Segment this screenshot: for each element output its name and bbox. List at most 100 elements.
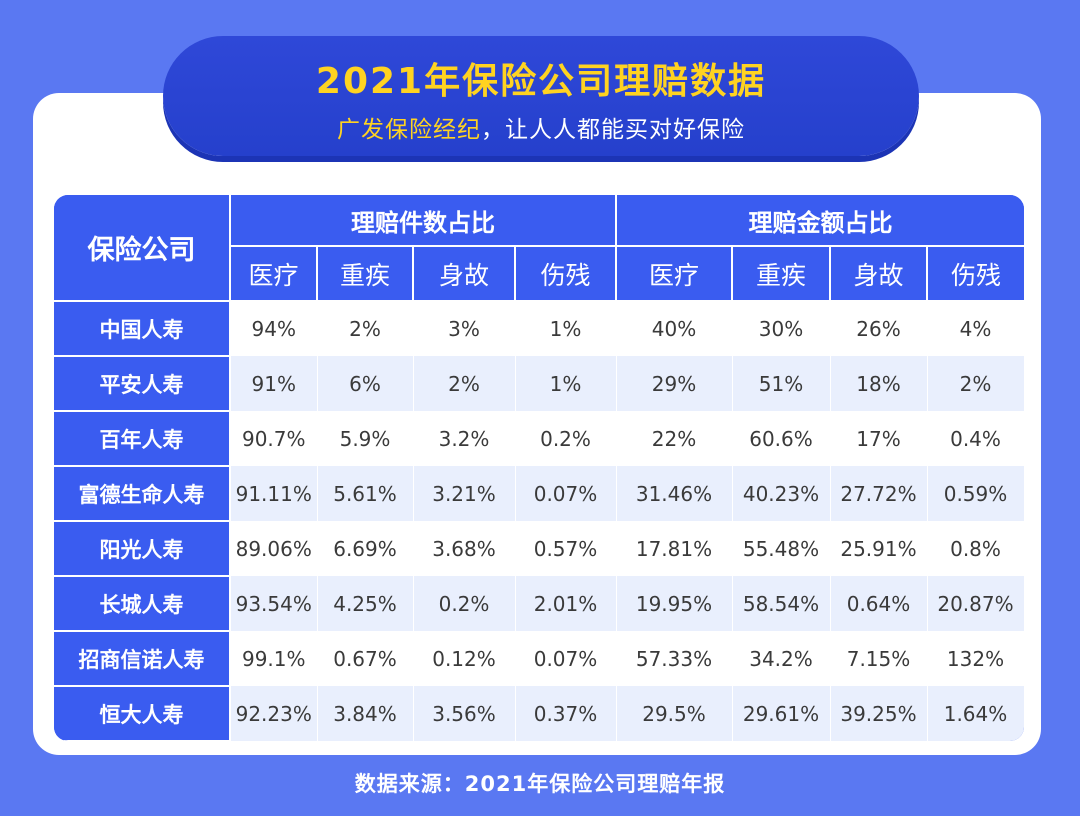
- percentage-cell: 0.37%: [515, 686, 617, 741]
- table-header: 保险公司 理赔件数占比 理赔金额占比 医疗 重疾 身故 伤残 医疗 重疾 身故 伤残: [54, 195, 1024, 302]
- percentage-cell: 57.33%: [616, 631, 733, 686]
- percentage-cell: 17%: [830, 411, 928, 466]
- percentage-cell: 0.12%: [413, 631, 516, 686]
- percentage-cell: 91%: [230, 356, 318, 411]
- percentage-cell: 0.8%: [927, 521, 1024, 576]
- subtitle-brand: 广发保险经纪: [337, 117, 481, 143]
- percentage-cell: 3.68%: [413, 521, 516, 576]
- company-name-cell: 长城人寿: [54, 576, 231, 632]
- percentage-cell: 34.2%: [732, 631, 831, 686]
- company-name-cell: 平安人寿: [54, 356, 231, 412]
- percentage-cell: 0.57%: [515, 521, 617, 576]
- percentage-cell: 93.54%: [230, 576, 318, 631]
- percentage-cell: 132%: [927, 631, 1024, 686]
- title-banner: 2021年保险公司理赔数据 广发保险经纪，让人人都能买对好保险: [163, 36, 919, 156]
- percentage-cell: 0.2%: [413, 576, 516, 631]
- percentage-cell: 31.46%: [616, 466, 733, 521]
- percentage-cell: 3%: [413, 301, 516, 356]
- percentage-cell: 94%: [230, 301, 318, 356]
- percentage-cell: 0.4%: [927, 411, 1024, 466]
- percentage-cell: 55.48%: [732, 521, 831, 576]
- percentage-cell: 6%: [317, 356, 414, 411]
- percentage-cell: 1%: [515, 301, 617, 356]
- percentage-cell: 3.21%: [413, 466, 516, 521]
- percentage-cell: 3.56%: [413, 686, 516, 741]
- company-name-cell: 百年人寿: [54, 411, 231, 467]
- table-row: 阳光人寿 89.06% 6.69% 3.68% 0.57% 17.81% 55.48% 25.…: [54, 521, 1024, 577]
- percentage-cell: 6.69%: [317, 521, 414, 576]
- percentage-cell: 60.6%: [732, 411, 831, 466]
- company-name-cell: 招商信诺人寿: [54, 631, 231, 687]
- table-row: 恒大人寿 92.23% 3.84% 3.56% 0.37% 29.5% 29.61% 39.2…: [54, 686, 1024, 741]
- percentage-cell: 17.81%: [616, 521, 733, 576]
- percentage-cell: 99.1%: [230, 631, 318, 686]
- page-title: 2021年保险公司理赔数据: [315, 61, 767, 102]
- company-column-header: 保险公司: [54, 195, 231, 302]
- table-row: 百年人寿 90.7% 5.9% 3.2% 0.2% 22% 60.6% 17% 0.4%: [54, 411, 1024, 467]
- percentage-cell: 29%: [616, 356, 733, 411]
- percentage-cell: 0.59%: [927, 466, 1024, 521]
- percentage-cell: 26%: [830, 301, 928, 356]
- subheader-cell: 医疗: [230, 246, 318, 302]
- percentage-cell: 19.95%: [616, 576, 733, 631]
- claim-amount-group-header: 理赔金额占比: [616, 195, 1024, 247]
- percentage-cell: 25.91%: [830, 521, 928, 576]
- percentage-cell: 29.5%: [616, 686, 733, 741]
- table-body: 中国人寿 94% 2% 3% 1% 40% 30% 26% 4% 平安人寿 91% 6% 2% 1% 29%…: [54, 301, 1024, 741]
- subheader-cell: 伤残: [927, 246, 1024, 302]
- percentage-cell: 0.67%: [317, 631, 414, 686]
- percentage-cell: 40.23%: [732, 466, 831, 521]
- percentage-cell: 7.15%: [830, 631, 928, 686]
- percentage-cell: 91.11%: [230, 466, 318, 521]
- percentage-cell: 18%: [830, 356, 928, 411]
- claims-table-container: 保险公司 理赔件数占比 理赔金额占比 医疗 重疾 身故 伤残 医疗 重疾 身故 伤残 中国人寿…: [54, 195, 1024, 741]
- percentage-cell: 5.9%: [317, 411, 414, 466]
- percentage-cell: 3.84%: [317, 686, 414, 741]
- table-row: 招商信诺人寿 99.1% 0.67% 0.12% 0.07% 57.33% 34.2% 7.1…: [54, 631, 1024, 687]
- claims-table: 保险公司 理赔件数占比 理赔金额占比 医疗 重疾 身故 伤残 医疗 重疾 身故 伤残 中国人寿…: [54, 195, 1024, 741]
- subheader-row: 医疗 重疾 身故 伤残 医疗 重疾 身故 伤残: [54, 246, 1024, 302]
- percentage-cell: 4.25%: [317, 576, 414, 631]
- percentage-cell: 30%: [732, 301, 831, 356]
- percentage-cell: 0.07%: [515, 466, 617, 521]
- data-source-note: 数据来源：2021年保险公司理赔年报: [354, 772, 726, 796]
- subheader-cell: 伤残: [515, 246, 617, 302]
- percentage-cell: 40%: [616, 301, 733, 356]
- percentage-cell: 90.7%: [230, 411, 318, 466]
- company-name-cell: 中国人寿: [54, 301, 231, 357]
- percentage-cell: 1%: [515, 356, 617, 411]
- percentage-cell: 3.2%: [413, 411, 516, 466]
- table-row: 平安人寿 91% 6% 2% 1% 29% 51% 18% 2%: [54, 356, 1024, 412]
- subheader-cell: 身故: [830, 246, 928, 302]
- company-name-cell: 恒大人寿: [54, 686, 231, 741]
- percentage-cell: 92.23%: [230, 686, 318, 741]
- percentage-cell: 22%: [616, 411, 733, 466]
- percentage-cell: 1.64%: [927, 686, 1024, 741]
- percentage-cell: 20.87%: [927, 576, 1024, 631]
- percentage-cell: 27.72%: [830, 466, 928, 521]
- percentage-cell: 0.07%: [515, 631, 617, 686]
- percentage-cell: 89.06%: [230, 521, 318, 576]
- percentage-cell: 2%: [317, 301, 414, 356]
- percentage-cell: 58.54%: [732, 576, 831, 631]
- table-row: 富德生命人寿 91.11% 5.61% 3.21% 0.07% 31.46% 40.23% 2…: [54, 466, 1024, 522]
- subheader-cell: 身故: [413, 246, 516, 302]
- percentage-cell: 29.61%: [732, 686, 831, 741]
- company-name-cell: 阳光人寿: [54, 521, 231, 577]
- percentage-cell: 51%: [732, 356, 831, 411]
- percentage-cell: 2%: [413, 356, 516, 411]
- subtitle-slogan: ，让人人都能买对好保险: [481, 117, 745, 143]
- percentage-cell: 0.2%: [515, 411, 617, 466]
- table-row: 长城人寿 93.54% 4.25% 0.2% 2.01% 19.95% 58.54% 0.64…: [54, 576, 1024, 632]
- table-row: 中国人寿 94% 2% 3% 1% 40% 30% 26% 4%: [54, 301, 1024, 357]
- percentage-cell: 39.25%: [830, 686, 928, 741]
- subheader-cell: 重疾: [317, 246, 414, 302]
- percentage-cell: 5.61%: [317, 466, 414, 521]
- percentage-cell: 2.01%: [515, 576, 617, 631]
- page-subtitle: 广发保险经纪，让人人都能买对好保险: [163, 110, 919, 144]
- percentage-cell: 2%: [927, 356, 1024, 411]
- claim-count-group-header: 理赔件数占比: [230, 195, 617, 247]
- percentage-cell: 4%: [927, 301, 1024, 356]
- company-name-cell: 富德生命人寿: [54, 466, 231, 522]
- percentage-cell: 0.64%: [830, 576, 928, 631]
